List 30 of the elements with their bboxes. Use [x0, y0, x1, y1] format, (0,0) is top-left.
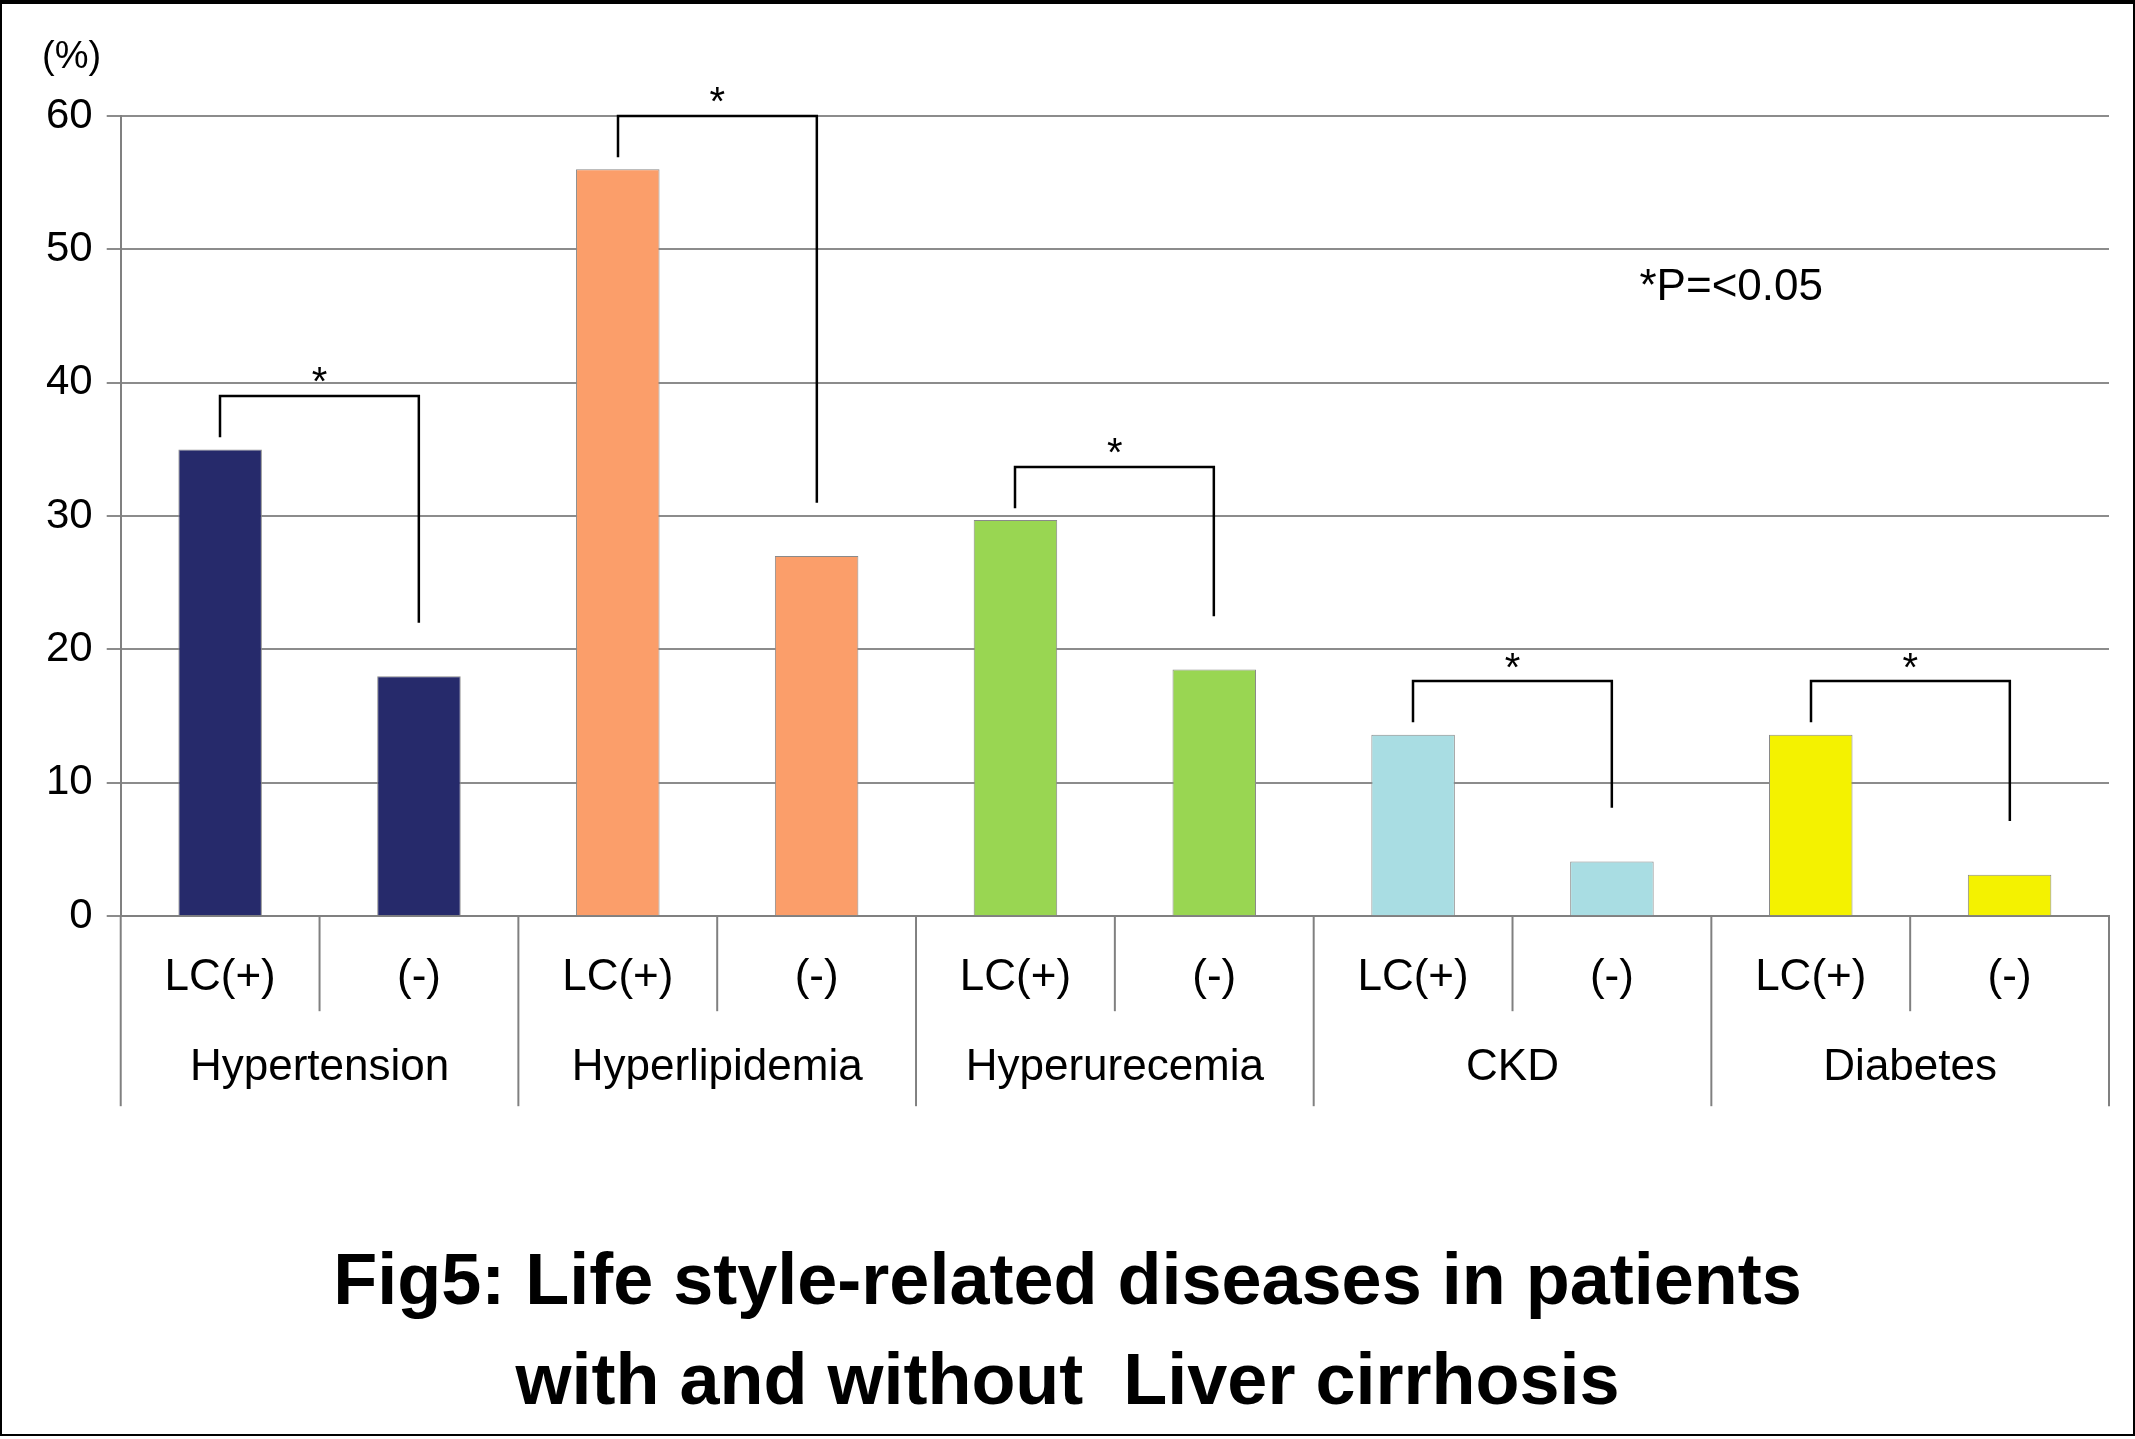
text: (-) — [1589, 950, 1634, 1000]
y-tick-label: 10 — [46, 756, 93, 804]
annotation: * — [709, 79, 725, 124]
y-tick-label: 60 — [46, 89, 93, 137]
x-tick-label: Diabetes — [1823, 1039, 1998, 1089]
x-tick-label: CKD — [1466, 1039, 1559, 1089]
x-tick-label: Hyperlipidemia — [571, 1039, 864, 1089]
annotation: * — [311, 359, 328, 404]
text: (-) — [1192, 950, 1237, 1000]
text: LC(+) — [1755, 950, 1867, 1000]
text: (-) — [1987, 950, 2032, 1000]
y-axis-title: (%) — [42, 34, 102, 77]
y-tick-label: 30 — [46, 489, 93, 537]
text: LC(+) — [164, 950, 276, 1000]
x-tick-label: Hyperurecemia — [965, 1039, 1265, 1089]
series-label: (-) — [396, 950, 441, 1000]
y-tick-label: 50 — [46, 222, 93, 270]
text: (-) — [794, 950, 839, 1000]
annotation: * — [1107, 429, 1123, 474]
y-tick-label: 20 — [46, 623, 93, 671]
annotation: * — [1902, 644, 1918, 689]
text: LC(+) — [562, 950, 674, 1000]
annotation: * — [1504, 644, 1521, 689]
x-tick-label: Hypertension — [189, 1039, 450, 1089]
y-tick-label: 0 — [69, 889, 93, 937]
y-tick-label: 40 — [46, 356, 93, 404]
annotation: *P=<0.05 — [1639, 260, 1823, 310]
text: LC(+) — [1357, 950, 1469, 1000]
text: Fig5: Life style-related diseases in patients with and without Liver cirrhosis — [332, 1238, 1803, 1421]
series-label: LC(+) — [959, 950, 1072, 1000]
